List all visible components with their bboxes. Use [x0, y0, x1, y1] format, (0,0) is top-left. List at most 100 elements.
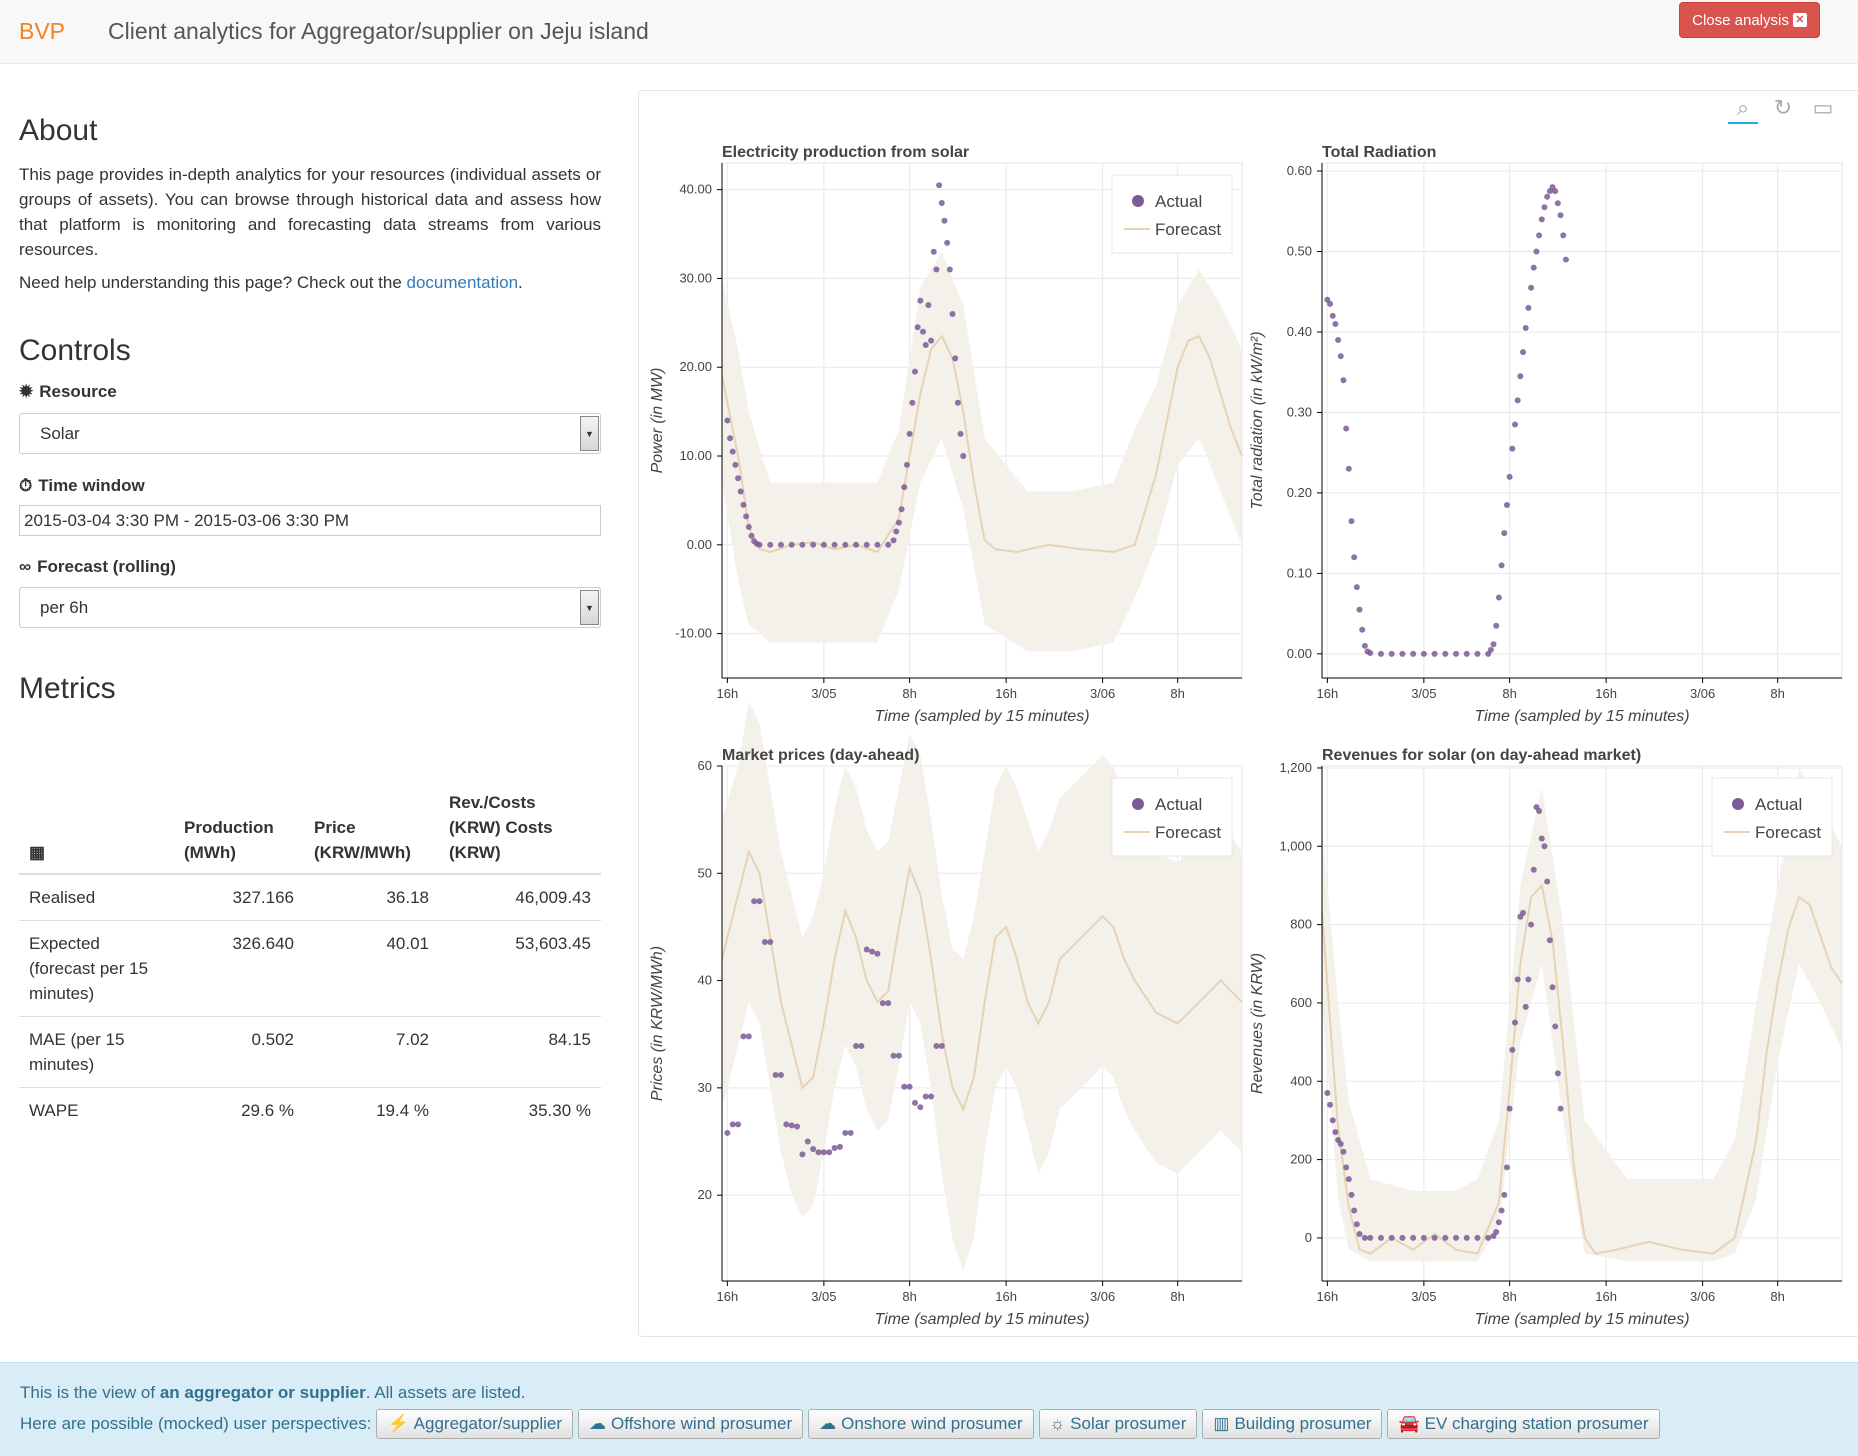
offshore-wind-perspective-button[interactable]: ☁ Offshore wind prosumer [578, 1409, 804, 1439]
actual-point [1546, 937, 1553, 944]
x-tick-label: 3/06 [1690, 1289, 1715, 1304]
resource-select-value: Solar [40, 423, 80, 443]
actual-point [1388, 650, 1395, 657]
y-tick-label: 10.00 [679, 448, 712, 463]
controls-heading: Controls [19, 334, 131, 367]
actual-point [1520, 909, 1527, 916]
ev-charging-perspective-button[interactable]: 🚘 EV charging station prosumer [1387, 1409, 1660, 1439]
metrics-table: ▦ Production (MWh) Price (KRW/MWh) Rev./… [19, 790, 601, 1133]
actual-point [735, 1121, 742, 1128]
actual-point [911, 368, 918, 375]
actual-point [756, 898, 763, 905]
resource-select[interactable]: Solar ▼ [19, 413, 601, 454]
actual-point [920, 328, 927, 335]
actual-point [853, 541, 860, 548]
y-tick-label: 1,200 [1279, 760, 1312, 775]
chevron-down-icon[interactable]: ▼ [580, 590, 599, 625]
actual-point [1420, 1234, 1427, 1241]
actual-point [1541, 843, 1548, 850]
chevron-down-icon[interactable]: ▼ [580, 416, 599, 451]
y-tick-label: 400 [1290, 1073, 1312, 1088]
button-label: EV charging station prosumer [1424, 1414, 1649, 1433]
actual-point [1345, 1176, 1352, 1183]
actual-point [799, 541, 806, 548]
actual-point [1361, 642, 1368, 649]
aggregator-perspective-button[interactable]: ⚡ Aggregator/supplier [376, 1409, 574, 1439]
legend-forecast-label: Forecast [1755, 823, 1821, 842]
solar-perspective-button[interactable]: ☼ Solar prosumer [1038, 1409, 1198, 1439]
actual-point [815, 1149, 822, 1156]
brand-logo[interactable]: BVP [19, 18, 66, 44]
reset-icon[interactable]: ↻ [1773, 95, 1793, 120]
actual-point [1487, 646, 1494, 653]
y-axis-label: Prices (in KRW/MWh) [649, 946, 666, 1101]
building-perspective-button[interactable]: ▥ Building prosumer [1202, 1409, 1383, 1439]
actual-point [1348, 518, 1355, 525]
actual-point [1533, 248, 1540, 255]
actual-point [1501, 1191, 1508, 1198]
actual-point [1343, 425, 1350, 432]
time-window-label: ⏱ Time window [19, 476, 145, 496]
close-analysis-button[interactable]: Close analysis ✕ [1679, 2, 1820, 38]
chart-title: Market prices (day-ahead) [722, 747, 919, 764]
actual-point [1356, 1231, 1363, 1238]
actual-point [1367, 650, 1374, 657]
calculator-icon: ▦ [19, 790, 174, 875]
metrics-header: Rev./Costs (KRW) Costs (KRW) [439, 790, 601, 875]
actual-point [1453, 1234, 1460, 1241]
actual-point [1493, 622, 1500, 629]
actual-point [745, 524, 752, 531]
forecast-label: ∞ Forecast (rolling) [19, 557, 176, 577]
legend: Actual Forecast [1111, 777, 1233, 857]
metrics-header-row: ▦ Production (MWh) Price (KRW/MWh) Rev./… [19, 790, 601, 875]
x-axis-label: Time (sampled by 15 minutes) [874, 708, 1089, 725]
chart-title: Revenues for solar (on day-ahead market) [1322, 747, 1641, 764]
navbar: BVP Client analytics for Aggregator/supp… [0, 0, 1858, 64]
actual-point [885, 541, 892, 548]
price-cell: 7.02 [304, 1016, 439, 1088]
actual-point [858, 1043, 865, 1050]
actual-point [1506, 1105, 1513, 1112]
actual-point [772, 1072, 779, 1078]
y-tick-label: 50 [698, 865, 712, 880]
actual-point [957, 430, 964, 437]
actual-point [903, 461, 910, 468]
about-text: This page provides in-depth analytics fo… [19, 165, 601, 259]
actual-point [1463, 650, 1470, 657]
actual-point [863, 541, 870, 548]
save-icon[interactable]: ▭ [1812, 95, 1834, 120]
price-cell: 40.01 [304, 920, 439, 1017]
footer-perspectives-label: Here are possible (mocked) user perspect… [20, 1414, 372, 1433]
actual-point [1536, 808, 1543, 815]
actual-point [1353, 1221, 1360, 1228]
x-tick-label: 16h [717, 686, 739, 701]
actual-point [743, 513, 750, 520]
documentation-link[interactable]: documentation [406, 273, 519, 292]
time-window-input[interactable]: 2015-03-04 3:30 PM - 2015-03-06 3:30 PM [19, 505, 601, 536]
legend-actual-label: Actual [1155, 192, 1202, 211]
forecast-select[interactable]: per 6h ▼ [19, 587, 601, 628]
actual-point [1509, 1046, 1516, 1053]
actual-point [732, 461, 739, 468]
stopwatch-icon: ⏱ [19, 476, 33, 495]
revenue-cell: 35.30 % [439, 1087, 601, 1133]
actual-point [777, 541, 784, 548]
chart-2: 0.00 0.10 0.20 0.30 0.40 0.50 0.60 16h 3/05 8h 16h… [1249, 144, 1843, 725]
actual-point [1530, 264, 1537, 271]
actual-point [914, 324, 921, 331]
legend-actual-label: Actual [1155, 795, 1202, 814]
actual-point [898, 506, 905, 513]
zoom-icon[interactable]: ⌕ [1728, 94, 1758, 124]
chart-title: Total Radiation [1322, 144, 1436, 161]
actual-point [1557, 212, 1564, 219]
actual-point [1498, 562, 1505, 569]
actual-point [1327, 1101, 1334, 1108]
actual-point [1463, 1234, 1470, 1241]
legend-actual-marker [1732, 798, 1744, 810]
onshore-wind-perspective-button[interactable]: ☁ Onshore wind prosumer [808, 1409, 1034, 1439]
x-tick-label: 16h [1595, 686, 1617, 701]
actual-point [1493, 1229, 1500, 1236]
actual-point [1399, 650, 1406, 657]
actual-point [729, 448, 736, 455]
